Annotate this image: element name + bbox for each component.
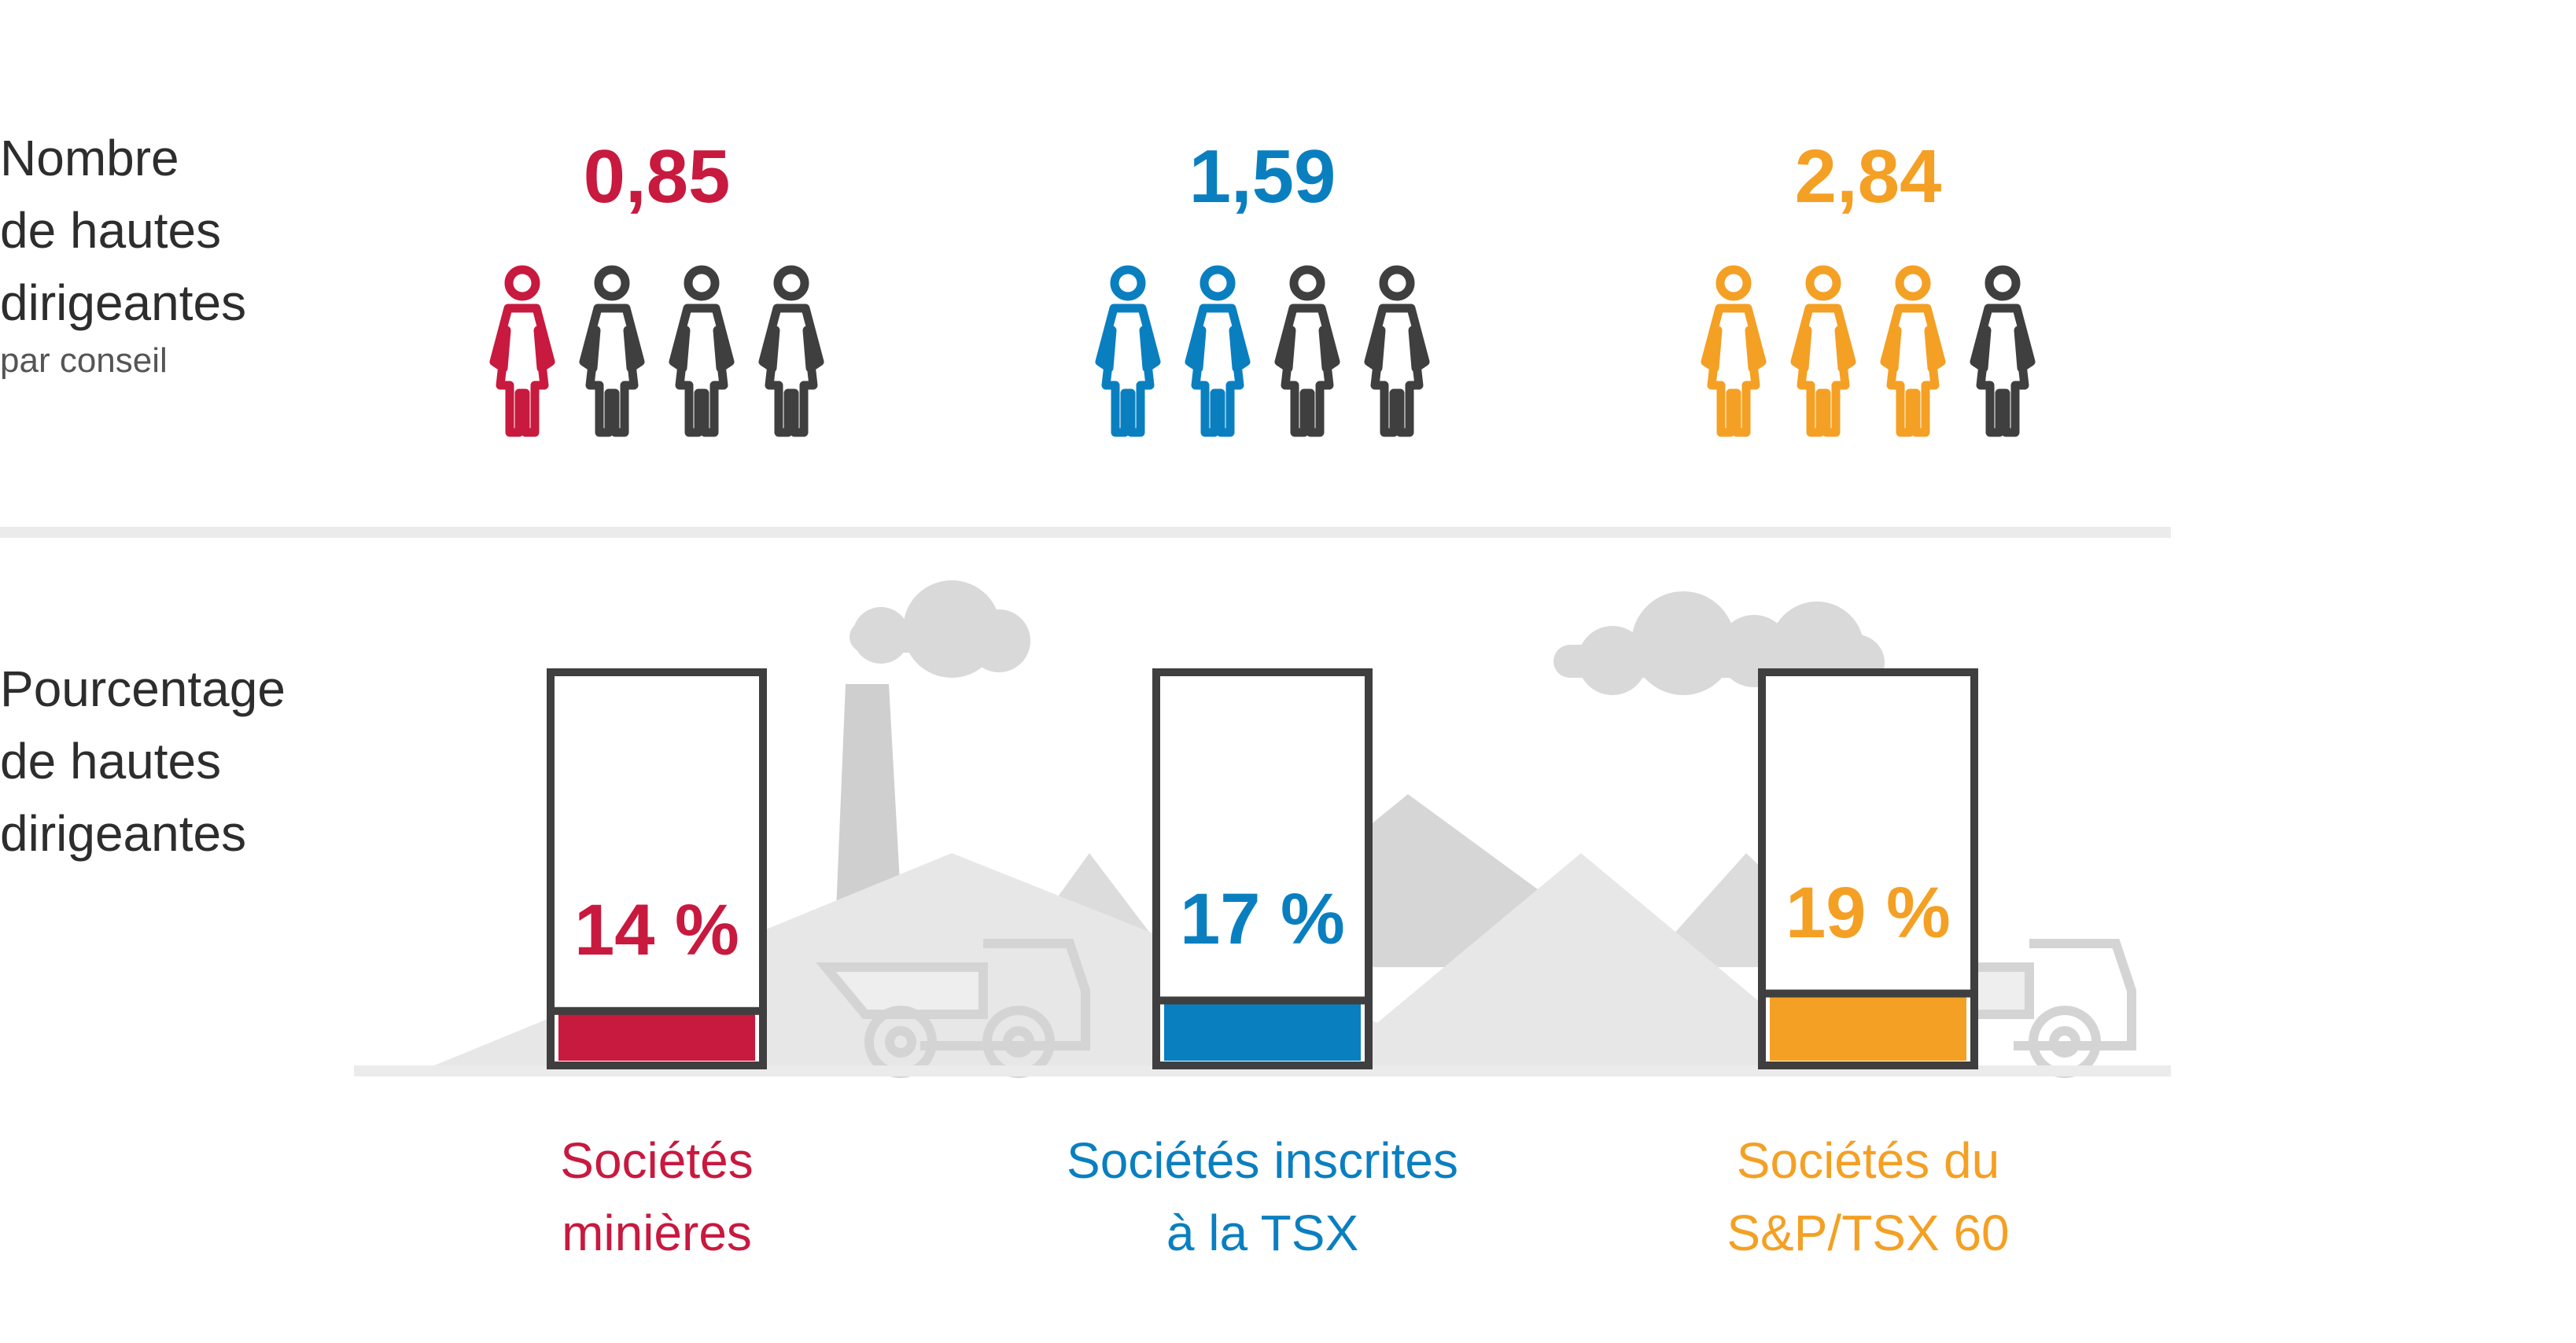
person-icon-tsx-1 (1095, 265, 1161, 437)
bar-fill-mining (558, 1011, 755, 1061)
row1-label: Nombre de hautes dirigeantes par conseil (0, 122, 246, 383)
person-icon-sptsx60-2 (1790, 265, 1856, 437)
category-label-tsx: Sociétés inscrites à la TSX (1067, 1132, 1458, 1261)
category-label-mining: Sociétés minières (560, 1132, 754, 1261)
person-icon-sptsx60-4 (1970, 265, 2036, 437)
category-label-sptsx60: Sociétés du S&P/TSX 60 (1727, 1132, 2010, 1261)
person-icon-tsx-3 (1274, 265, 1340, 437)
ground-line (354, 1065, 2171, 1076)
person-icon-mining-1 (489, 265, 555, 437)
percentage-value-tsx: 17 % (1180, 879, 1345, 960)
row1-title: Nombre de hautes dirigeantes (0, 130, 247, 331)
row2-label: Pourcentage de hautes dirigeantes (0, 653, 286, 870)
bar-fill-sptsx60 (1770, 994, 1966, 1061)
divider-line (0, 527, 2171, 538)
bar-fill-edge-mining (551, 1006, 763, 1015)
person-icon-mining-2 (579, 265, 645, 437)
person-icon-tsx-4 (1364, 265, 1430, 437)
person-icon-sptsx60-1 (1701, 265, 1767, 437)
percentage-value-mining: 14 % (574, 889, 739, 970)
person-icon-tsx-2 (1185, 265, 1251, 437)
metric-value-mining: 0,85 (583, 134, 731, 219)
person-icon-mining-3 (669, 265, 735, 437)
row2-title: Pourcentage de hautes dirigeantes (0, 660, 286, 862)
row1-subtitle: par conseil (0, 341, 168, 380)
bar-fill-edge-sptsx60 (1762, 989, 1974, 998)
person-icon-mining-4 (758, 265, 824, 437)
metric-value-sptsx60: 2,84 (1794, 134, 1942, 219)
bar-fill-edge-tsx (1156, 996, 1369, 1005)
percentage-value-sptsx60: 19 % (1786, 872, 1951, 953)
metric-value-tsx: 1,59 (1188, 134, 1336, 219)
bar-fill-tsx (1164, 1001, 1361, 1061)
person-icon-sptsx60-3 (1880, 265, 1946, 437)
bar-outline-mining (547, 668, 767, 1069)
